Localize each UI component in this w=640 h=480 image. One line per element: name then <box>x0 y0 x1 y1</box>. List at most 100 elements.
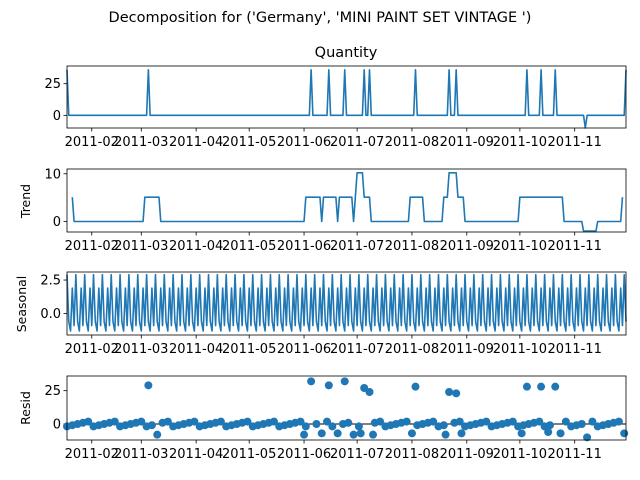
xtick-label: 2011-10 <box>493 135 547 150</box>
xtick-label: 2011-06 <box>277 447 331 462</box>
resid-point <box>137 417 146 426</box>
xtick-label: 2011-10 <box>493 342 547 357</box>
xtick-label: 2011-08 <box>385 239 439 254</box>
resid-point <box>307 377 316 386</box>
xtick-label: 2011-03 <box>114 447 168 462</box>
resid-point <box>441 430 450 439</box>
xtick-label: 2011-04 <box>169 447 223 462</box>
resid-point <box>153 430 162 439</box>
resid-point <box>535 417 544 426</box>
resid-point <box>577 420 586 428</box>
resid-point <box>269 417 278 426</box>
xtick-label: 2011-11 <box>548 342 602 357</box>
xtick-label: 2011-08 <box>385 135 439 150</box>
resid-point <box>333 429 342 438</box>
series-line-trend <box>71 172 624 232</box>
panel-trend-ylabel-wrap: Trend <box>18 184 33 219</box>
ytick-label: 0 <box>53 418 61 433</box>
resid-point <box>369 430 378 439</box>
xtick-label: 2011-11 <box>548 447 602 462</box>
xtick-label: 2011-09 <box>440 239 494 254</box>
xtick-label: 2011-02 <box>65 342 119 357</box>
resid-point <box>508 417 517 426</box>
xtick-label: 2011-04 <box>169 239 223 254</box>
xtick-label: 2011-07 <box>330 135 384 150</box>
resid-point <box>147 421 156 430</box>
xtick-label: 2011-04 <box>169 135 223 150</box>
xtick-label: 2011-05 <box>222 447 276 462</box>
resid-point <box>84 417 93 426</box>
resid-point <box>455 417 464 426</box>
xtick-label: 2011-10 <box>493 447 547 462</box>
panel-trend-frame <box>66 168 627 233</box>
resid-point <box>163 417 172 426</box>
xtick-label: 2011-03 <box>114 135 168 150</box>
resid-point <box>614 417 623 426</box>
resid-point <box>365 388 374 396</box>
resid-point <box>411 382 420 391</box>
resid-point <box>439 421 448 430</box>
resid-point <box>482 417 491 426</box>
resid-point <box>376 417 385 426</box>
resid-point <box>243 417 252 426</box>
resid-point <box>407 429 416 438</box>
xtick-label: 2011-05 <box>222 239 276 254</box>
resid-point <box>544 428 553 436</box>
panel-observed-title: Quantity <box>315 45 378 61</box>
suptitle: Decomposition for ('Germany', 'MINI PAIN… <box>109 10 532 26</box>
ytick-label: 2.5 <box>40 274 61 289</box>
ytick-label: 25 <box>44 384 61 399</box>
resid-point <box>317 429 326 438</box>
xtick-label: 2011-06 <box>277 135 331 150</box>
panel-trend-ylabel: Trend <box>18 184 33 219</box>
panel-seasonal-ylabel: Seasonal <box>14 276 29 333</box>
resid-point <box>216 417 225 426</box>
panel-seasonal-frame <box>66 271 627 336</box>
resid-point <box>110 417 119 426</box>
xtick-label: 2011-06 <box>277 342 331 357</box>
resid-point <box>457 429 466 438</box>
xtick-label: 2011-04 <box>169 342 223 357</box>
xtick-label: 2011-02 <box>65 447 119 462</box>
resid-point <box>323 417 332 426</box>
resid-point <box>328 422 337 431</box>
xtick-label: 2011-03 <box>114 239 168 254</box>
resid-point <box>349 430 358 439</box>
resid-point <box>522 382 531 391</box>
series-line-seasonal <box>66 273 627 332</box>
panel-resid-frame <box>66 375 627 441</box>
xtick-label: 2011-08 <box>385 342 439 357</box>
resid-point <box>312 420 321 428</box>
xtick-label: 2011-02 <box>65 135 119 150</box>
resid-point <box>144 381 153 390</box>
resid-point <box>620 429 629 438</box>
resid-point <box>402 417 411 426</box>
resid-point <box>190 417 199 426</box>
xtick-label: 2011-02 <box>65 239 119 254</box>
resid-point <box>556 429 565 438</box>
resid-point <box>545 421 554 430</box>
xtick-label: 2011-11 <box>548 135 602 150</box>
xtick-label: 2011-05 <box>222 135 276 150</box>
ytick-label: 25 <box>44 77 61 92</box>
ytick-label: 0 <box>53 215 61 230</box>
xtick-label: 2011-09 <box>440 135 494 150</box>
xtick-label: 2011-05 <box>222 342 276 357</box>
resid-point <box>445 388 454 396</box>
xtick-label: 2011-10 <box>493 239 547 254</box>
xtick-label: 2011-09 <box>440 447 494 462</box>
resid-point <box>324 381 333 390</box>
xtick-label: 2011-07 <box>330 239 384 254</box>
resid-point <box>300 430 309 439</box>
resid-point <box>517 429 526 438</box>
resid-point <box>452 389 461 398</box>
xtick-label: 2011-11 <box>548 239 602 254</box>
